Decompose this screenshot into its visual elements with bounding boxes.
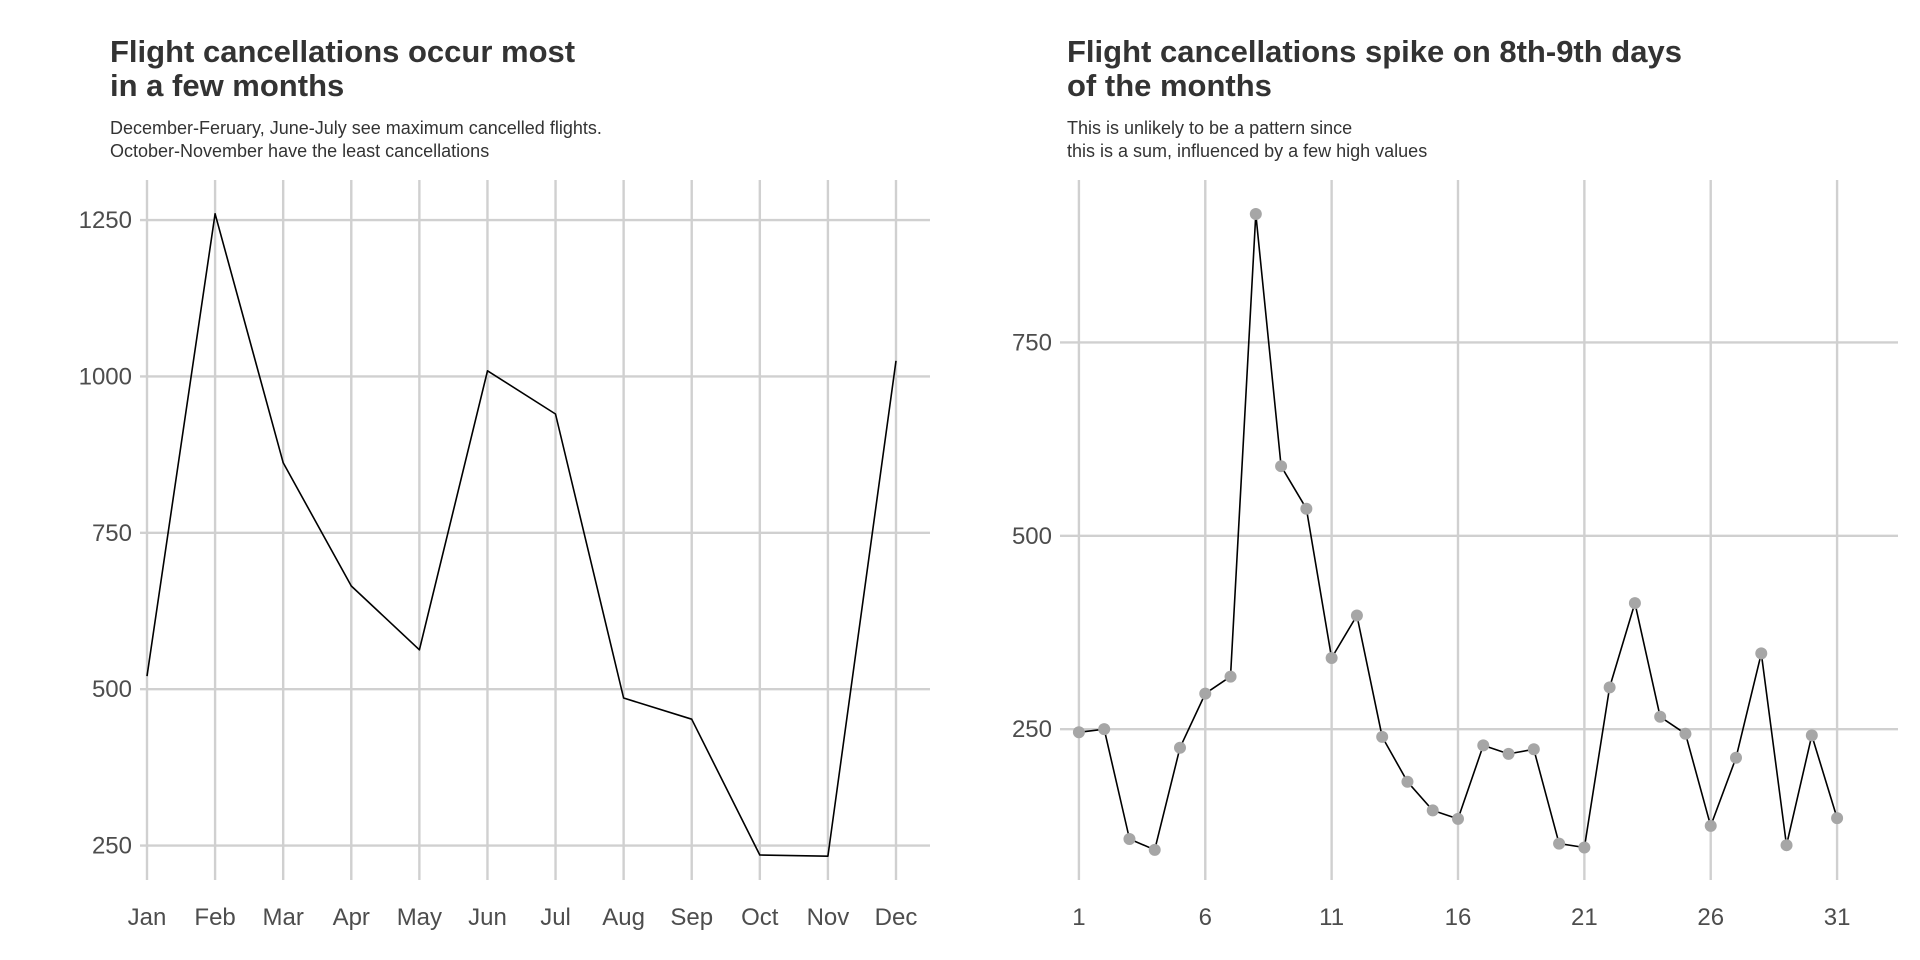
left-chart-x-tick-label: Oct bbox=[741, 904, 779, 931]
right-chart-data-point bbox=[1148, 843, 1161, 856]
left-chart-subtitle: December-Feruary, June-July see maximum … bbox=[110, 117, 602, 163]
left-chart-x-tick-label: Aug bbox=[602, 904, 645, 931]
right-chart-title-line-1: Flight cancellations spike on 8th-9th da… bbox=[1067, 34, 1682, 69]
right-chart-data-point bbox=[1098, 723, 1111, 736]
right-chart-data-point bbox=[1553, 837, 1566, 850]
left-chart-subtitle-line-2: October-November have the least cancella… bbox=[110, 141, 490, 161]
left-chart-x-tick-label: May bbox=[397, 904, 442, 931]
right-chart-data-point bbox=[1300, 502, 1313, 515]
left-chart-x-tick-label: Sep bbox=[670, 904, 713, 931]
right-chart-title-line-2: of the months bbox=[1067, 68, 1272, 103]
left-chart-title-line-1: Flight cancellations occur most bbox=[110, 34, 576, 69]
right-chart-data-point bbox=[1831, 812, 1844, 825]
left-chart-series-line bbox=[146, 213, 897, 858]
right-chart-data-point bbox=[1502, 747, 1515, 760]
right-chart-data-point bbox=[1325, 652, 1338, 665]
right-chart-x-tick-label: 1 bbox=[1072, 904, 1085, 931]
right-chart-data-point bbox=[1123, 833, 1136, 846]
right-chart-x-tick-label: 21 bbox=[1571, 904, 1598, 931]
left-chart-y-tick-label: 250 bbox=[92, 833, 132, 860]
right-chart-data-point bbox=[1603, 681, 1616, 694]
left-chart-x-tick-label: Jun bbox=[468, 904, 507, 931]
right-chart-data-point bbox=[1350, 609, 1363, 622]
right-chart-data-point bbox=[1704, 819, 1717, 832]
left-chart-y-tick-label: 500 bbox=[92, 676, 132, 703]
right-chart-data-point bbox=[1199, 687, 1212, 700]
right-chart-data-point bbox=[1755, 647, 1768, 660]
right-chart-data-point bbox=[1628, 597, 1641, 610]
left-chart-x-axis: Jan Feb Mar Apr May Jun Jul Aug Sep Oct Nov Dec bbox=[128, 904, 918, 931]
left-chart-x-tick-label: Dec bbox=[875, 904, 918, 931]
right-chart-data-point bbox=[1805, 729, 1818, 742]
left-chart-x-tick-label: Jul bbox=[540, 904, 571, 931]
right-chart-data-point bbox=[1249, 208, 1262, 221]
left-chart-x-tick-label: Nov bbox=[807, 904, 850, 931]
right-chart-data-point bbox=[1174, 741, 1186, 754]
right-chart-data-point bbox=[1679, 727, 1692, 740]
right-chart-gridlines bbox=[1060, 180, 1898, 880]
left-chart-title: Flight cancellations occur most in a few… bbox=[110, 35, 575, 103]
left-chart-x-tick-label: Feb bbox=[194, 904, 235, 931]
right-chart-panel: Flight cancellations spike on 8th-9th da… bbox=[960, 0, 1920, 960]
right-chart-data-point bbox=[1527, 743, 1540, 756]
right-chart-data-point bbox=[1730, 751, 1742, 764]
left-chart-y-tick-label: 1000 bbox=[79, 363, 132, 390]
right-chart-data-point bbox=[1426, 804, 1439, 817]
right-chart-x-tick-label: 6 bbox=[1199, 904, 1212, 931]
right-chart-title: Flight cancellations spike on 8th-9th da… bbox=[1067, 35, 1682, 103]
right-chart-x-tick-label: 26 bbox=[1697, 904, 1724, 931]
left-chart-y-tick-label: 1250 bbox=[79, 207, 132, 234]
right-chart-data-point bbox=[1452, 812, 1464, 825]
left-chart-title-line-2: in a few months bbox=[110, 68, 345, 103]
left-chart-x-tick-label: Apr bbox=[333, 904, 370, 931]
right-chart-x-tick-label: 31 bbox=[1824, 904, 1851, 931]
right-chart-data-point bbox=[1376, 730, 1389, 743]
right-chart-data-point bbox=[1654, 710, 1667, 723]
left-chart-y-axis: 250 500 750 1000 1250 bbox=[79, 207, 132, 860]
right-chart-data-point bbox=[1578, 841, 1591, 854]
left-chart-gridlines bbox=[140, 180, 930, 880]
right-chart-subtitle-line-2: this is a sum, influenced by a few high … bbox=[1067, 141, 1428, 161]
right-chart-data-point bbox=[1275, 460, 1288, 473]
right-chart-data-point bbox=[1780, 839, 1793, 852]
right-chart-data-point bbox=[1477, 739, 1490, 752]
right-chart-y-tick-label: 250 bbox=[1012, 716, 1052, 743]
right-chart-y-tick-label: 500 bbox=[1012, 523, 1052, 550]
right-chart-x-tick-label: 11 bbox=[1319, 904, 1344, 931]
right-chart-y-axis: 250 500 750 bbox=[1012, 329, 1052, 743]
monthly-cancellations-chart: 250 500 750 1000 1250 Jan Feb Mar Apr May Jun Jul Au… bbox=[79, 180, 930, 931]
left-chart-x-tick-label: Jan bbox=[128, 904, 167, 931]
left-chart-x-tick-label: Mar bbox=[263, 904, 304, 931]
right-chart-y-tick-label: 750 bbox=[1012, 329, 1052, 356]
left-chart-subtitle-line-1: December-Feruary, June-July see maximum … bbox=[110, 118, 602, 138]
right-chart-subtitle-line-1: This is unlikely to be a pattern since bbox=[1067, 118, 1353, 138]
right-chart-x-axis: 1 6 11 16 21 26 31 bbox=[1072, 904, 1850, 931]
right-chart-x-tick-label: 16 bbox=[1445, 904, 1472, 931]
left-chart-panel: Flight cancellations occur most in a few… bbox=[79, 35, 930, 931]
left-chart-y-tick-label: 750 bbox=[92, 520, 132, 547]
right-chart-data-points bbox=[1072, 208, 1844, 856]
right-chart-data-point bbox=[1072, 726, 1085, 739]
right-chart-subtitle: This is unlikely to be a pattern since t… bbox=[1067, 117, 1427, 163]
right-chart-data-point bbox=[1401, 775, 1414, 788]
right-chart-data-point bbox=[1224, 670, 1237, 683]
